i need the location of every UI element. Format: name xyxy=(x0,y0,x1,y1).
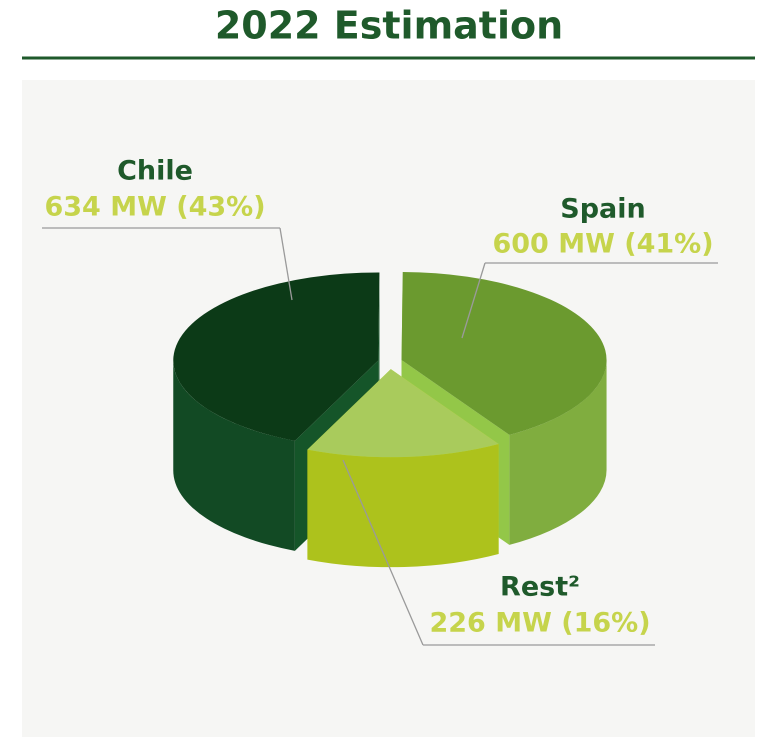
slice-value-label: 600 MW (41%) xyxy=(492,229,713,260)
slice-value-label: 634 MW (43%) xyxy=(44,192,265,223)
slice-top xyxy=(173,272,380,441)
slice-name: Chile xyxy=(117,156,193,187)
slice-wall xyxy=(509,360,607,545)
slice-wall xyxy=(173,360,295,551)
slice xyxy=(307,369,499,568)
leader-line xyxy=(461,262,718,339)
slice-name: Spain xyxy=(560,194,645,225)
slice-top xyxy=(401,272,607,435)
slice-top xyxy=(307,369,499,458)
slice-wall xyxy=(307,444,499,568)
slice-value-label: 226 MW (16%) xyxy=(429,608,650,639)
pie xyxy=(173,272,607,568)
leader-line xyxy=(342,459,655,646)
labels: Chile 634 MW (43%) Spain 600 MW (41%) Rest² 2… xyxy=(42,156,718,646)
leader-line xyxy=(42,227,293,301)
chart-title: 2022 Estimation xyxy=(215,4,563,48)
slice-name: Rest² xyxy=(500,572,580,603)
